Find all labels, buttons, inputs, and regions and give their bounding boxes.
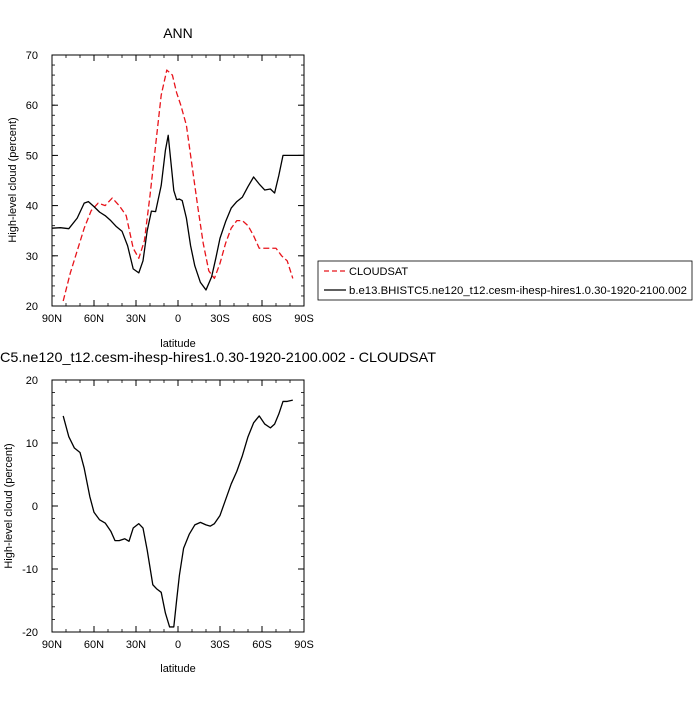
y-tick-label: 70 bbox=[26, 50, 38, 62]
x-tick-label: 60N bbox=[84, 313, 104, 325]
x-tick-label: 60S bbox=[252, 313, 272, 325]
series-lines bbox=[62, 399, 293, 628]
x-axis-label: latitude bbox=[160, 338, 195, 350]
series-line-difference bbox=[62, 399, 293, 628]
legend-box bbox=[317, 260, 693, 301]
legend-label-cloudsat: CLOUDSAT bbox=[349, 266, 408, 278]
series-line-cloudsat bbox=[62, 69, 294, 302]
x-tick-label: 30N bbox=[126, 313, 146, 325]
difference-panel: C5.ne120_t12.cesm-ihesp-hires1.0.30-1920… bbox=[0, 349, 436, 675]
x-tick-label: 0 bbox=[175, 313, 181, 325]
series-lines bbox=[51, 69, 304, 302]
x-tick-label: 90S bbox=[294, 313, 314, 325]
y-axis-label: High-level cloud (percent) bbox=[7, 117, 19, 242]
y-tick-label: 60 bbox=[26, 100, 38, 112]
x-tick-label: 90N bbox=[42, 313, 62, 325]
plot-frame bbox=[51, 379, 305, 633]
plot-frame bbox=[51, 54, 305, 307]
series-line-model bbox=[51, 134, 304, 291]
y-tick-label: 50 bbox=[26, 150, 38, 162]
y-tick-label: 40 bbox=[26, 201, 38, 213]
y-tick-label: -10 bbox=[22, 564, 38, 576]
y-tick-label: 0 bbox=[32, 501, 38, 513]
difference-title: C5.ne120_t12.cesm-ihesp-hires1.0.30-1920… bbox=[0, 349, 436, 365]
x-tick-label: 90N bbox=[42, 639, 62, 651]
x-tick-label: 90S bbox=[294, 639, 314, 651]
legend: CLOUDSAT b.e13.BHISTC5.ne120_t12.cesm-ih… bbox=[317, 260, 693, 301]
axis-ticks: 90N 60N 30N 0 30S 60S 90S -20 -10 0 10 20 bbox=[22, 375, 314, 651]
chart-title: ANN bbox=[163, 25, 193, 41]
x-tick-label: 30S bbox=[210, 639, 230, 651]
annual-high-cloud-panel: ANN 90N 60N 30N 0 30S 60S 90S 20 30 40 50 60 70 lati… bbox=[7, 25, 314, 350]
axis-ticks: 90N 60N 30N 0 30S 60S 90S 20 30 40 50 60 70 bbox=[26, 50, 314, 325]
y-tick-label: 20 bbox=[26, 375, 38, 387]
y-tick-label: -20 bbox=[22, 627, 38, 639]
legend-label-model: b.e13.BHISTC5.ne120_t12.cesm-ihesp-hires… bbox=[349, 285, 687, 297]
x-tick-label: 30N bbox=[126, 639, 146, 651]
y-tick-label: 30 bbox=[26, 251, 38, 263]
x-tick-label: 0 bbox=[175, 639, 181, 651]
y-tick-label: 20 bbox=[26, 301, 38, 313]
y-axis-label: High-level cloud (percent) bbox=[3, 443, 15, 568]
x-tick-label: 60N bbox=[84, 639, 104, 651]
x-tick-label: 30S bbox=[210, 313, 230, 325]
x-tick-label: 60S bbox=[252, 639, 272, 651]
y-tick-label: 10 bbox=[26, 438, 38, 450]
x-axis-label: latitude bbox=[160, 663, 195, 675]
